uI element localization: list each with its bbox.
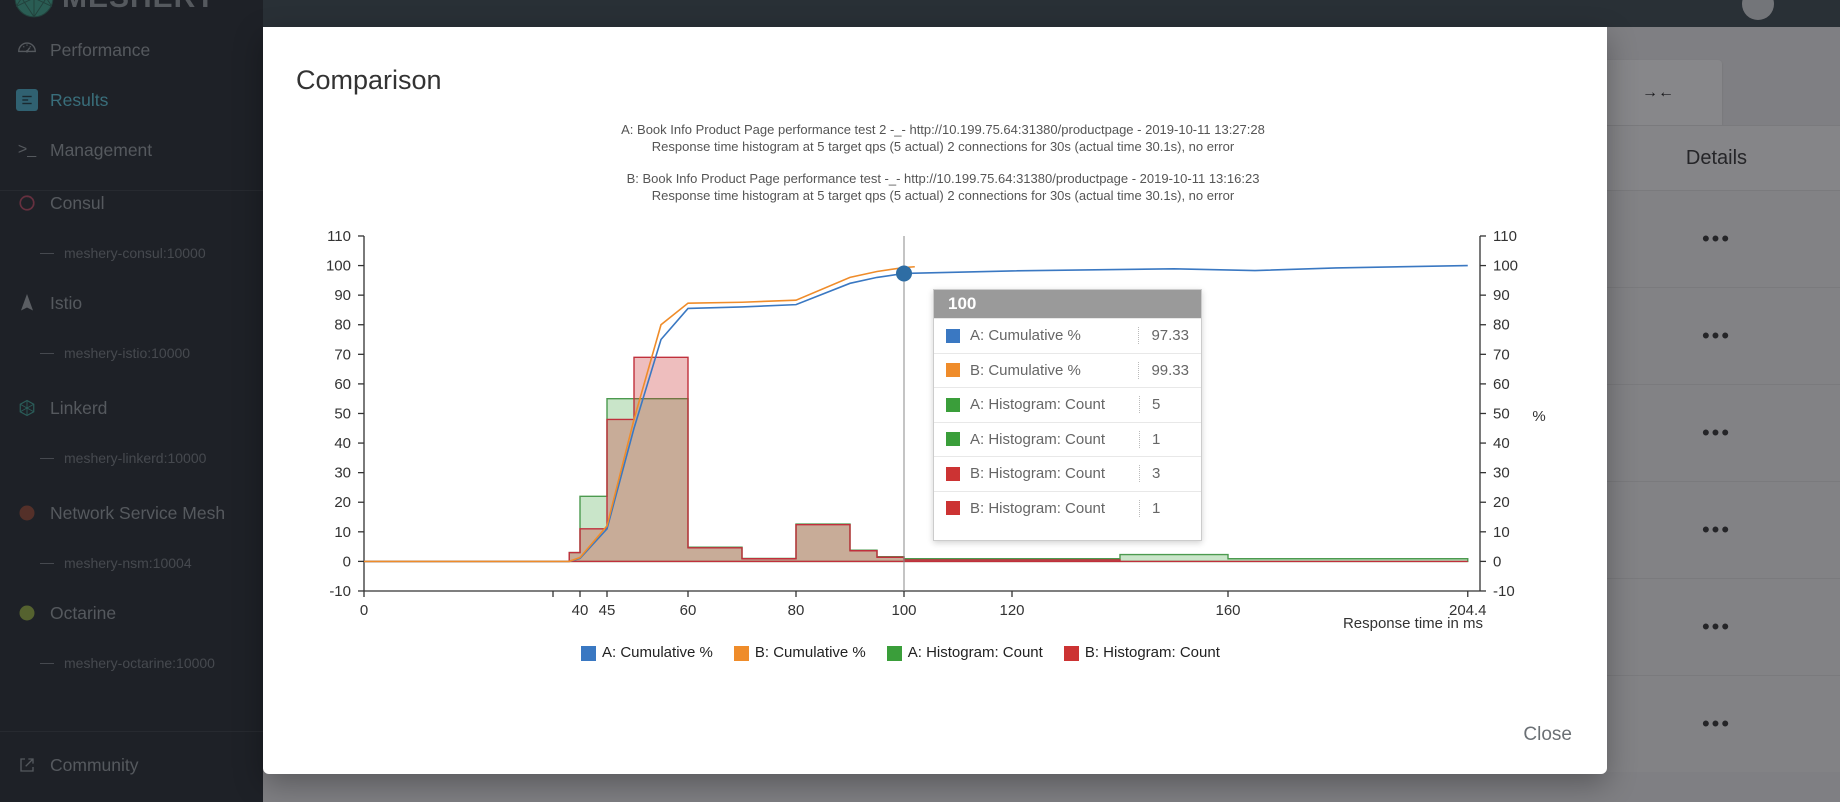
svg-text:90: 90 xyxy=(334,287,351,304)
svg-text:30: 30 xyxy=(1493,465,1510,482)
svg-text:10: 10 xyxy=(334,524,351,541)
svg-text:160: 160 xyxy=(1215,602,1240,619)
svg-text:100: 100 xyxy=(326,258,351,275)
svg-text:90: 90 xyxy=(1493,287,1510,304)
svg-text:10: 10 xyxy=(1493,524,1510,541)
svg-text:20: 20 xyxy=(334,494,351,511)
svg-text:-10: -10 xyxy=(1493,583,1515,600)
svg-text:20: 20 xyxy=(1493,494,1510,511)
svg-text:70: 70 xyxy=(1493,346,1510,363)
svg-text:60: 60 xyxy=(334,376,351,393)
svg-text:45: 45 xyxy=(599,602,616,619)
svg-text:100: 100 xyxy=(1493,258,1518,275)
svg-text:30: 30 xyxy=(334,465,351,482)
svg-text:%: % xyxy=(1532,408,1545,425)
svg-text:40: 40 xyxy=(334,435,351,452)
svg-text:50: 50 xyxy=(334,405,351,422)
svg-text:Response time in ms: Response time in ms xyxy=(1343,615,1483,632)
svg-text:40: 40 xyxy=(572,602,589,619)
svg-text:60: 60 xyxy=(1493,376,1510,393)
svg-text:100: 100 xyxy=(891,602,916,619)
svg-text:-10: -10 xyxy=(329,583,351,600)
svg-text:40: 40 xyxy=(1493,435,1510,452)
svg-text:60: 60 xyxy=(680,602,697,619)
svg-text:110: 110 xyxy=(327,228,351,245)
svg-text:50: 50 xyxy=(1493,405,1510,422)
svg-text:70: 70 xyxy=(334,346,351,363)
svg-text:0: 0 xyxy=(360,602,368,619)
svg-text:120: 120 xyxy=(999,602,1024,619)
svg-text:80: 80 xyxy=(1493,317,1510,334)
svg-text:0: 0 xyxy=(343,553,351,570)
svg-text:80: 80 xyxy=(334,317,351,334)
svg-text:110: 110 xyxy=(1493,228,1517,245)
svg-text:0: 0 xyxy=(1493,553,1501,570)
svg-text:80: 80 xyxy=(788,602,805,619)
